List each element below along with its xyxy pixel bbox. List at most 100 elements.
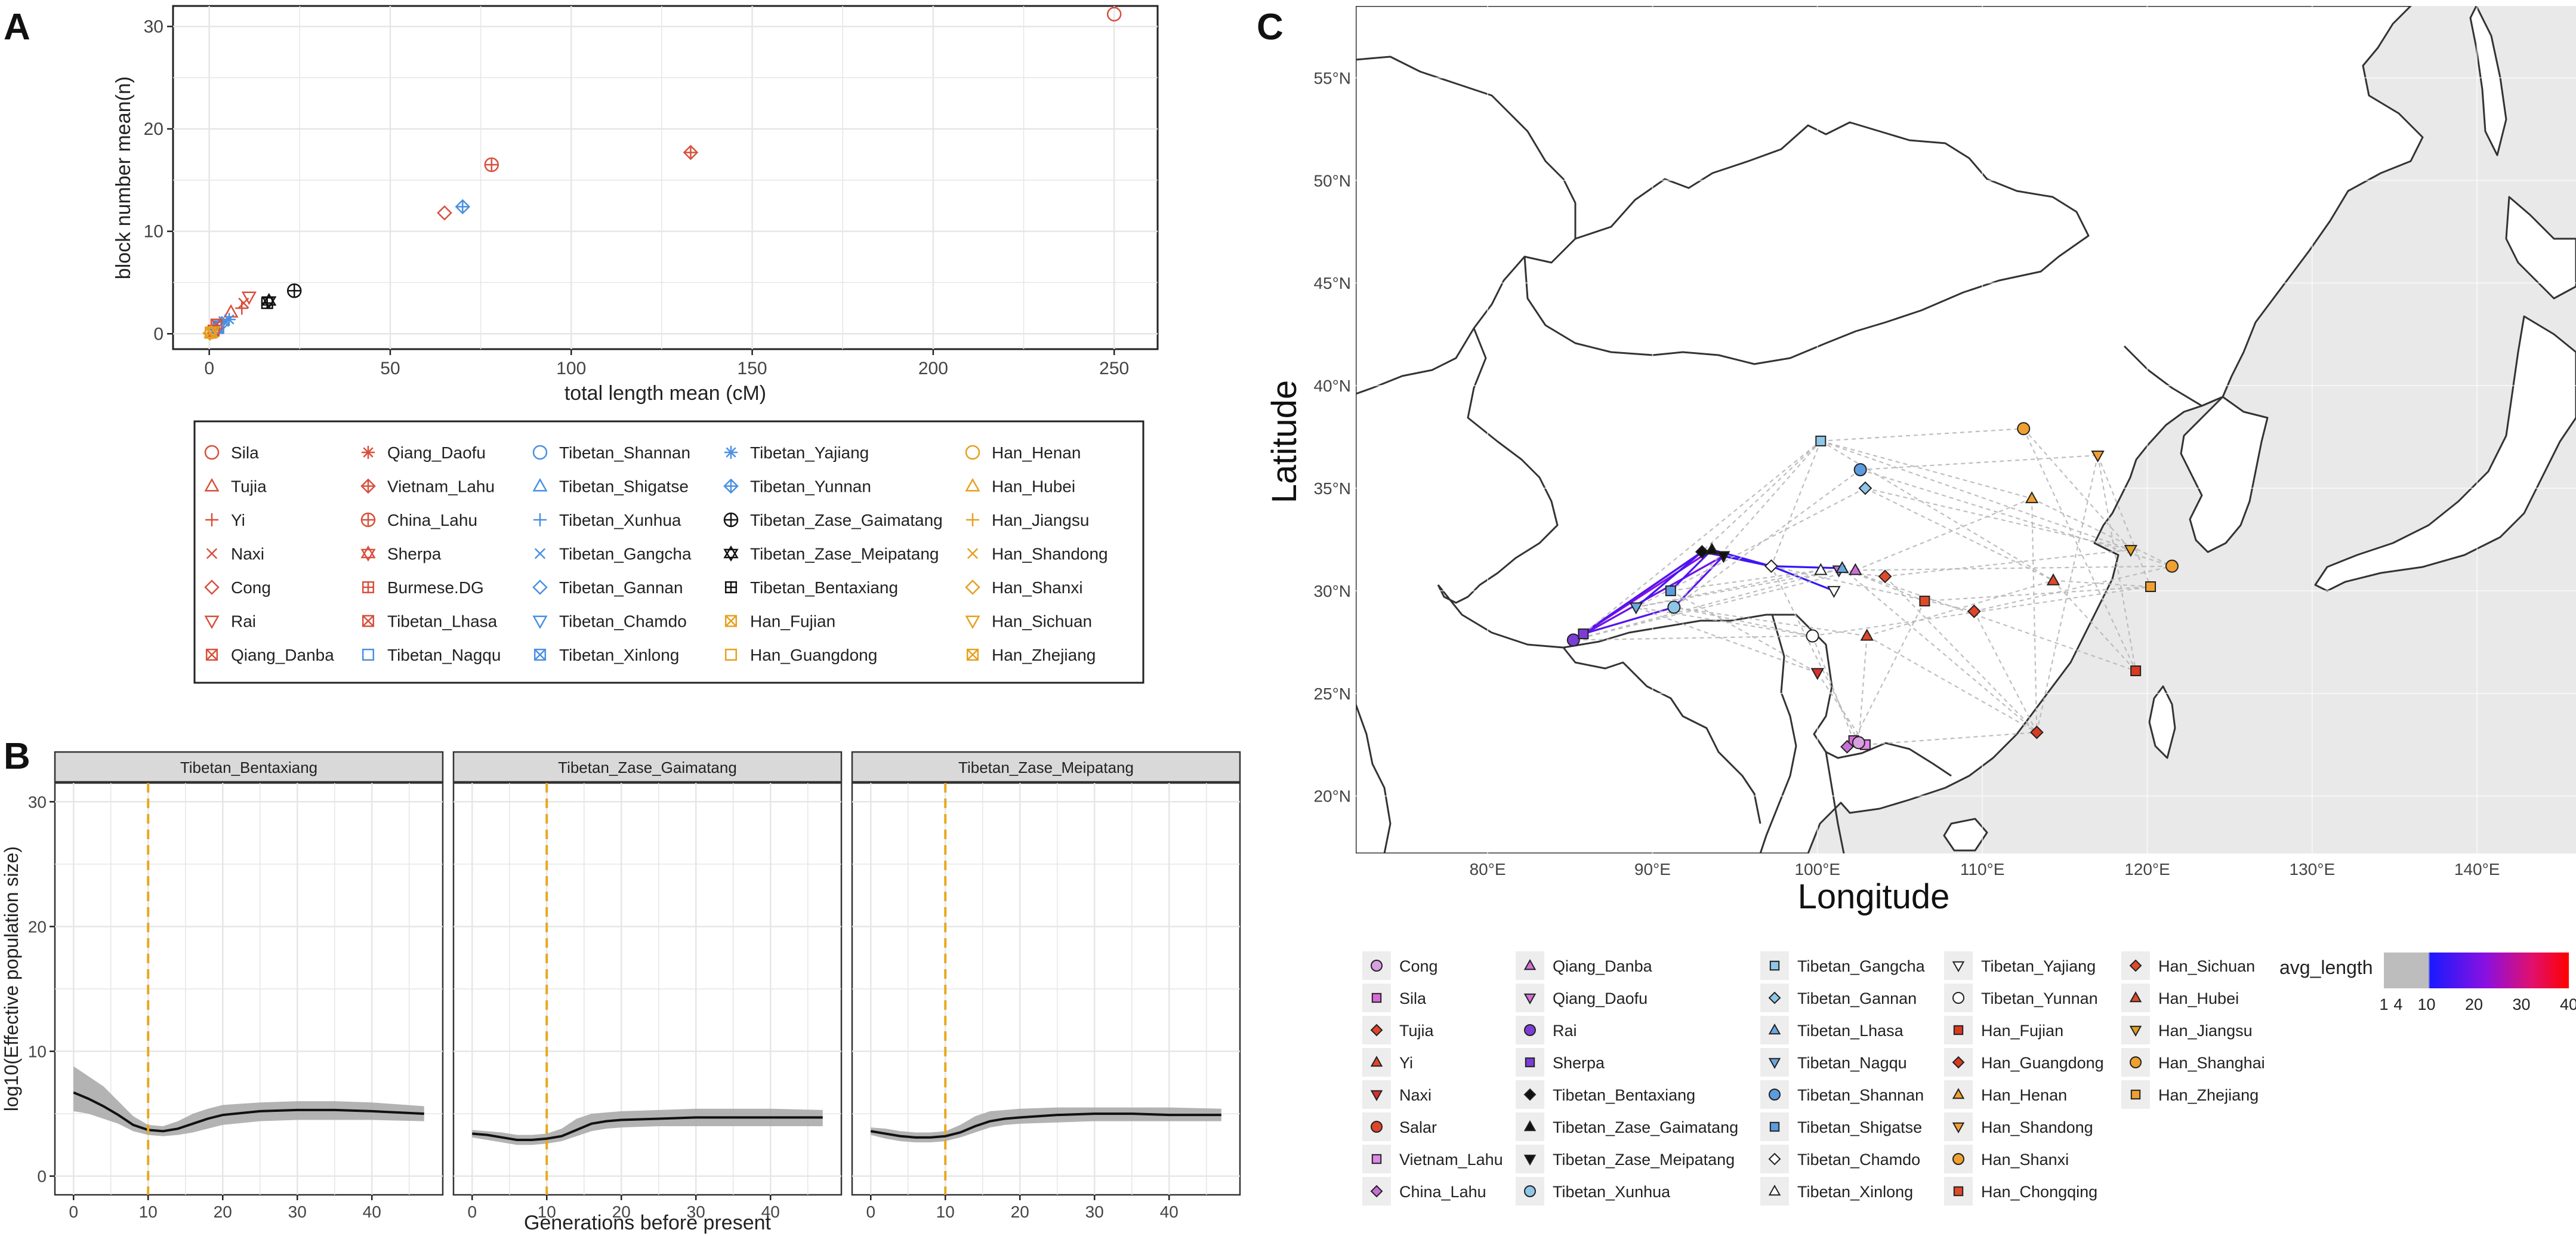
map-ytick-label: 20°N <box>1313 787 1351 806</box>
panel-a-legend-item-sherpa: Sherpa <box>360 545 442 563</box>
panel-b-facet-strip <box>452 751 843 783</box>
map-link-han-sichuan-han-guangdong <box>1884 576 2038 733</box>
map-legend-item-han-jiangsu: Han_Jiangsu <box>2121 1016 2253 1044</box>
panel-a-legend-item-sila: Sila <box>204 443 259 462</box>
map-link-han-hubei-han-fujian <box>2053 580 2136 671</box>
map-legend-item-tibetan-chamdo: Tibetan_Chamdo <box>1760 1145 1920 1173</box>
map-link-han-henan-han-shanghai <box>2031 498 2173 567</box>
map-link-tibetan-shigatse-naxi <box>1670 590 1818 674</box>
map-border-india-nepal <box>1562 647 1761 824</box>
map-link-tibetan-nagqu-tibetan-yunnan <box>1636 606 1813 637</box>
panel-a-legend-label: Han_Jiangsu <box>992 511 1089 529</box>
map-border-central-asia <box>1356 256 1526 395</box>
map-land-korea <box>2180 396 2269 553</box>
panel-a-legend-label: Han_Fujian <box>750 612 835 631</box>
panel-a-legend-item-tibetan-xunhua: Tibetan_Xunhua <box>533 511 681 529</box>
map-site-tibetan-xunhua <box>1667 600 1681 614</box>
map-link-tibetan-gangcha-han-henan <box>1821 440 2032 500</box>
map-axis-ticks: 80°E 90°E 100°E 110°E 120°E 130°E 140°E 20°N 25°… <box>1313 69 2500 879</box>
colorbar-title: avg_length <box>2279 957 2373 978</box>
map-link-han-sichuan-han-jiangsu <box>1884 549 2131 577</box>
map-legend-label: Han_Zhejiang <box>2158 1086 2259 1104</box>
map-legend-label: Yi <box>1399 1054 1413 1072</box>
map-link-yi-cong <box>1858 636 1868 743</box>
map-legend-label: Sila <box>1399 990 1427 1007</box>
map-site-sherpa <box>1578 628 1589 640</box>
map-link-tibetan-lhasa-han-fujian <box>1841 568 2136 672</box>
panel-a-legend-box <box>193 420 1144 684</box>
panel-b-xtick-label: 10 <box>936 1203 955 1221</box>
panel-a-scatter: 0 50 100 150 200 250 0 10 20 30 total length mean… <box>112 5 1159 684</box>
map-population-sites <box>1566 422 2179 754</box>
panel-a-point-sila <box>1106 7 1122 21</box>
map-link-tibetan-gangcha-tibetan-chamdo <box>1770 440 1822 567</box>
map-link-qiang-danba-han-henan <box>1855 498 2032 571</box>
panel-a-legend: Sila Tujia Yi Naxi Cong Rai Qiang_Danba Qiang_D… <box>204 443 1108 664</box>
map-legend-item-tibetan-bentaxiang: Tibetan_Bentaxiang <box>1516 1080 1695 1109</box>
map-land-japan <box>2314 315 2576 592</box>
map-legend-label: Tibetan_Shigatse <box>1797 1118 1922 1136</box>
map-site-han-shanxi <box>2017 422 2031 436</box>
map-legend-item-qiang-daofu: Qiang_Daofu <box>1516 984 1648 1012</box>
panel-b-ytick-label: 30 <box>28 793 47 811</box>
map-link-tibetan-yunnan-sila <box>1812 636 1855 741</box>
map-site-tibetan-yajiang <box>1827 585 1841 598</box>
map-legend-label: China_Lahu <box>1399 1183 1486 1201</box>
map-legend-item-han-henan: Han_Henan <box>1944 1080 2067 1109</box>
panel-a-legend-item-tibetan-shannan: Tibetan_Shannan <box>532 443 690 462</box>
panel-b-xtick-label: 20 <box>1011 1203 1029 1221</box>
panel-a-points <box>202 7 1122 341</box>
map-site-tibetan-bentaxiang <box>1695 545 1709 559</box>
map-link-han-shanxi-han-jiangsu <box>2023 428 2131 550</box>
panel-a-legend-label: Tibetan_Yunnan <box>750 477 871 496</box>
map-xtick-label: 100°E <box>1794 860 1840 879</box>
panel-a-point-tibetan-bentaxiang <box>261 297 273 309</box>
map-legend-item-tibetan-xinlong: Tibetan_Xinlong <box>1760 1177 1913 1206</box>
map-link-yi-han-hubei <box>1867 580 2054 637</box>
panel-b-ytick-label: 10 <box>28 1043 47 1061</box>
panel-a-legend-item-cong: Cong <box>204 578 271 597</box>
colorbar-tick-label: 40 <box>2560 995 2576 1013</box>
panel-a-point-yi <box>235 301 249 315</box>
map-legend-label: Han_Sichuan <box>2158 957 2255 975</box>
map-link-sherpa-tibetan-bentaxiang <box>1582 551 1703 635</box>
panel-a-legend-item-tibetan-chamdo: Tibetan_Chamdo <box>532 612 687 631</box>
panel-a-xtick-label: 200 <box>918 359 948 378</box>
map-link-tibetan-shannan-han-shandong <box>1860 454 2098 471</box>
map-link-tibetan-gangcha-tibetan-bentaxiang <box>1701 440 1822 553</box>
map-xtick-label: 80°E <box>1470 860 1506 879</box>
panel-b-facet-tibetan-zase-gaimatang: Tibetan_Zase_Gaimatang 0 10 20 30 40 <box>452 751 843 1221</box>
panel-a-legend-item-tibetan-bentaxiang: Tibetan_Bentaxiang <box>724 578 898 597</box>
panel-a-legend-label: Tibetan_Nagqu <box>387 646 501 664</box>
map-link-tibetan-yunnan-han-zhejiang <box>1812 585 2151 637</box>
panel-b-facet-tibetan-bentaxiang: Tibetan_Bentaxiang 0 10 20 30 40 0 10 20 30 <box>28 751 444 1221</box>
map-legend-label: Tibetan_Yajiang <box>1981 957 2096 975</box>
panel-a-xtick-label: 50 <box>380 359 400 378</box>
map-legend-label: Tibetan_Xinlong <box>1797 1183 1913 1201</box>
map-site-han-sichuan <box>1878 569 1892 584</box>
map-legend-item-han-sichuan: Han_Sichuan <box>2121 951 2255 980</box>
map-legend-label: Naxi <box>1399 1086 1432 1104</box>
map-site-tibetan-nagqu <box>1629 602 1643 615</box>
map-link-tibetan-gangcha-han-jiangsu <box>1820 440 2131 551</box>
panel-b-x-axis-label: Generations before present <box>524 1212 771 1234</box>
map-site-tibetan-lhasa <box>1835 561 1849 574</box>
map-xtick-label: 130°E <box>2290 860 2336 879</box>
map-legend-label: Tibetan_Zase_Meipatang <box>1553 1151 1735 1169</box>
panel-a-legend-item-han-henan: Han_Henan <box>965 443 1081 462</box>
map-site-rai <box>1566 633 1580 647</box>
map-site-han-guangdong <box>2029 725 2044 739</box>
map-colorbar: avg_length 1 4 10 20 30 40 <box>2279 953 2576 1013</box>
map-legend-label: Sherpa <box>1553 1054 1605 1072</box>
panel-a-legend-item-han-shanxi: Han_Shanxi <box>965 578 1083 597</box>
panel-a-legend-item-tibetan-gannan: Tibetan_Gannan <box>532 578 683 597</box>
panel-b-xtick-label: 10 <box>538 1203 556 1221</box>
map-legend-item-han-shanghai: Han_Shanghai <box>2121 1048 2265 1077</box>
panel-a-legend-item-vietnam-lahu: Vietnam_Lahu <box>360 477 495 496</box>
map-ytick-label: 40°N <box>1313 377 1351 395</box>
panel-a-ticks: 0 50 100 150 200 250 0 10 20 30 <box>144 17 1130 378</box>
map-link-yi-tibetan-xunhua <box>1674 606 1867 637</box>
map-body <box>1356 6 2576 853</box>
panel-a-legend-label: Tujia <box>231 477 267 496</box>
